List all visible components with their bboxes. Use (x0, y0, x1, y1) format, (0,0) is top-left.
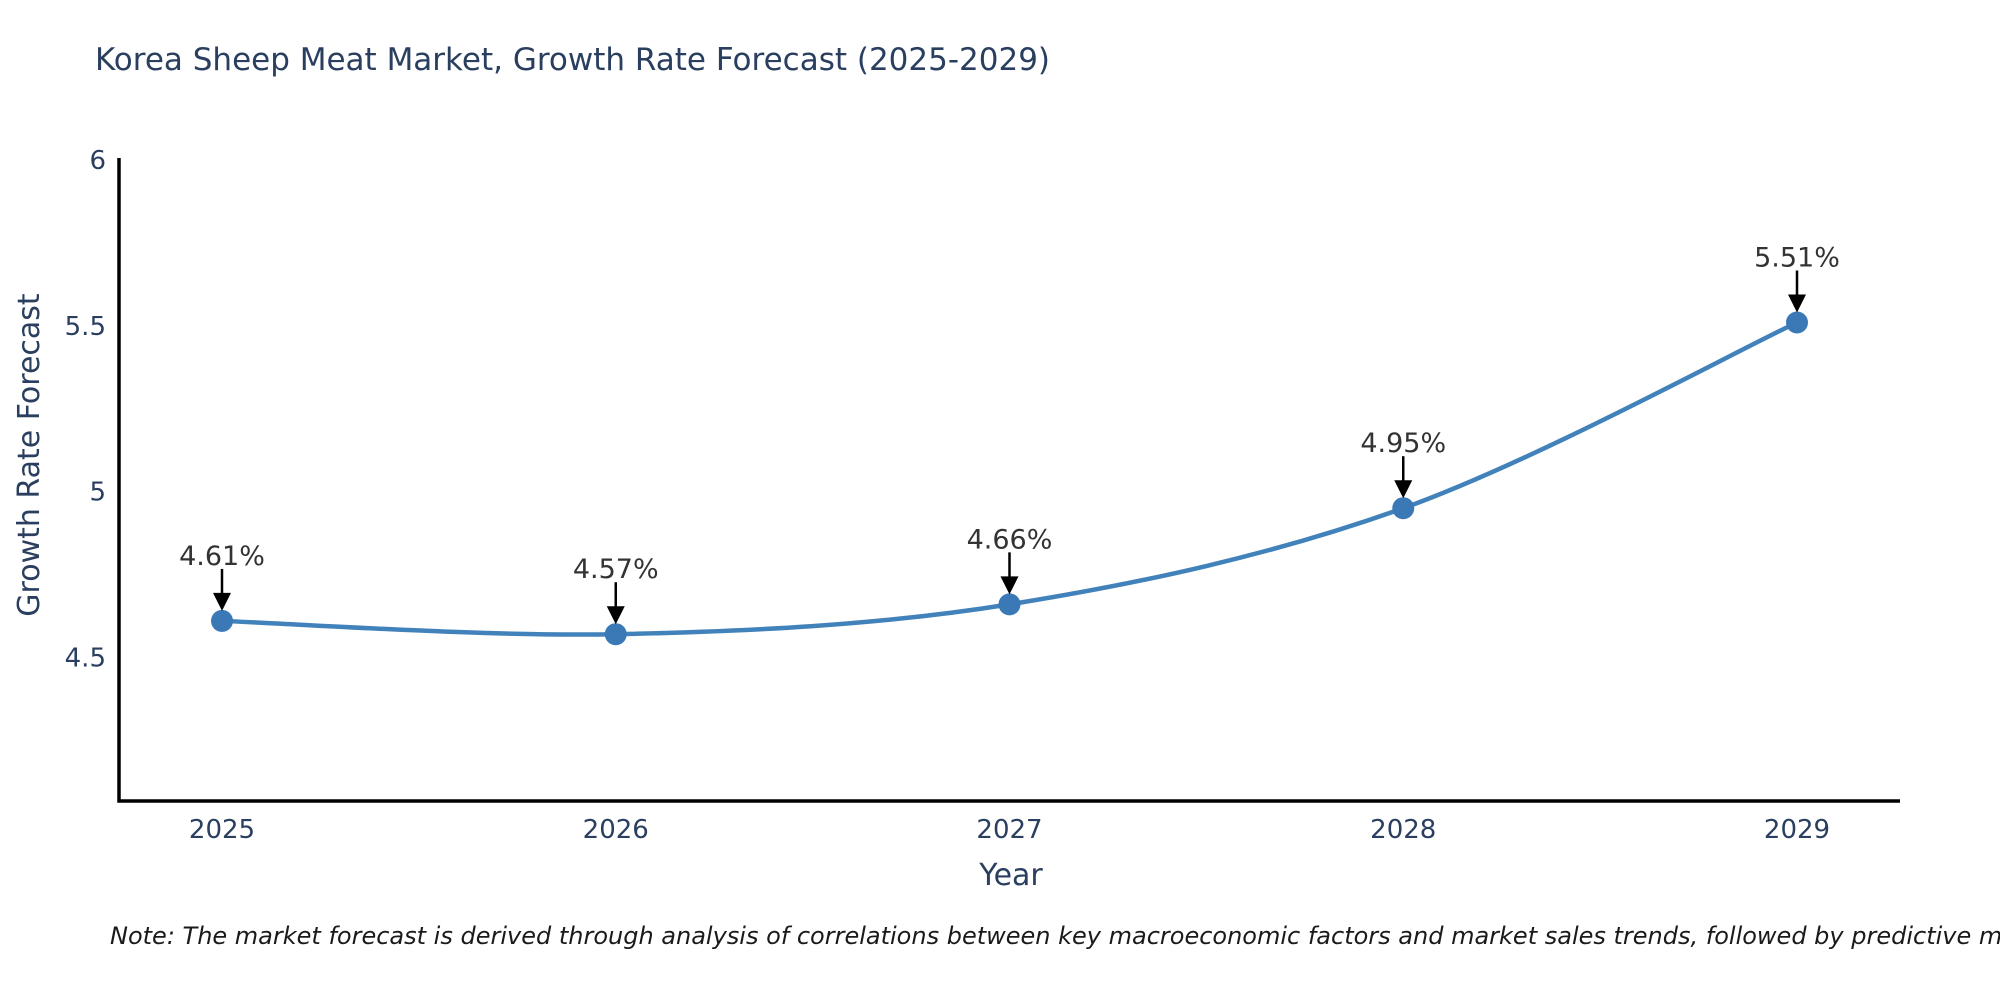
y-tick-label: 5.5 (65, 312, 106, 342)
point-value-label: 4.57% (573, 554, 659, 585)
x-tick-label: 2025 (189, 815, 255, 845)
x-tick-label: 2029 (1764, 815, 1830, 845)
y-tick-label: 5 (89, 478, 106, 508)
y-tick-label: 4.5 (65, 643, 106, 673)
x-tick-label: 2027 (976, 815, 1042, 845)
annotation-arrowhead (1394, 480, 1413, 499)
point-value-label: 4.61% (179, 541, 265, 572)
annotation-arrowhead (1788, 294, 1806, 313)
chart-title: Korea Sheep Meat Market, Growth Rate For… (95, 42, 1051, 78)
annotation-arrowhead (1000, 576, 1019, 595)
annotation-arrowhead (213, 592, 231, 611)
x-tick-label: 2026 (583, 815, 649, 845)
data-point-marker[interactable] (211, 609, 233, 632)
x-axis-title: Year (979, 858, 1043, 893)
point-value-label: 4.95% (1360, 428, 1446, 459)
data-point-marker[interactable] (1392, 497, 1415, 520)
y-axis-title: Growth Rate Forecast (12, 293, 47, 617)
data-point-marker[interactable] (604, 623, 627, 646)
point-value-label: 5.51% (1754, 242, 1840, 273)
axis-lines (117, 158, 1900, 803)
x-tick-label: 2028 (1370, 815, 1436, 845)
chart-footnote: Note: The market forecast is derived thr… (110, 922, 2000, 950)
point-value-label: 4.66% (967, 524, 1053, 555)
data-point-marker[interactable] (1786, 311, 1808, 334)
y-tick-label: 6 (89, 146, 106, 176)
data-point-marker[interactable] (998, 593, 1021, 616)
annotation-arrowhead (606, 606, 625, 625)
